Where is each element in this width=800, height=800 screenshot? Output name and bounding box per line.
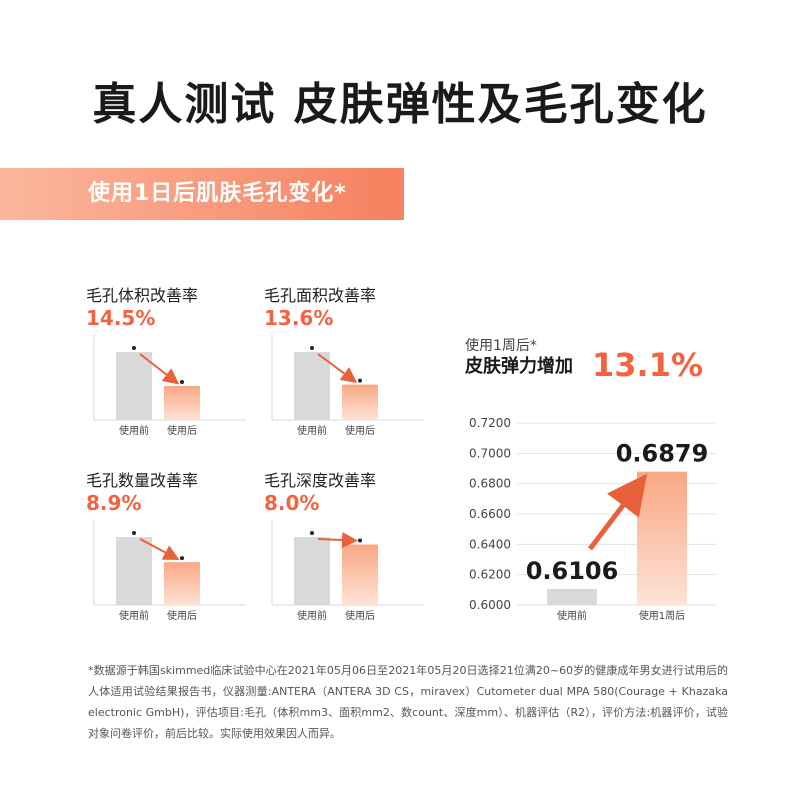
pore-depth-chart: 使用前 使用后 [271,519,424,622]
y-tick-label: 0.6800 [469,477,511,491]
x-tick-label: 使用前 [119,424,149,437]
before-bar [294,537,330,605]
panel-value: 8.9% [86,491,142,515]
y-tick-label: 0.7000 [469,446,511,460]
bar-dot [180,380,184,384]
bar-dot [358,538,362,543]
after-bar [637,471,687,605]
panel-label: 毛孔数量改善率 [86,471,199,490]
pore-count-panel: 毛孔数量改善率 8.9% 使用前 使用后 [86,467,246,637]
x-tick-label: 使用前 [297,424,327,437]
x-tick-label: 使用前 [557,609,587,622]
panel-value: 14.5% [86,306,156,330]
banner-label: 使用1日后肌肤毛孔变化* [88,181,347,206]
x-tick-label: 使用1周后 [639,609,685,622]
after-bar [342,384,378,420]
footnote: *数据源于韩国skimmed临床试验中心在2021年05月06日至2021年05… [88,664,728,740]
x-tick-label: 使用后 [167,424,197,437]
y-tick-label: 0.6600 [469,507,511,521]
before-bar [116,352,152,420]
pore-area-chart: 使用前 使用后 [271,334,424,437]
decrease-arrow [139,538,180,561]
y-tick-label: 0.6000 [469,598,511,612]
panel-label: 毛孔深度改善率 [264,471,377,490]
pore-area-panel: 毛孔面积改善率 13.6% 使用前 使用后 [264,282,424,452]
before-bar [294,352,330,420]
y-tick-label: 0.6200 [469,568,511,582]
panel-value: 13.6% [264,306,334,330]
y-tick-label: 0.6400 [469,537,511,551]
x-tick-label: 使用后 [167,609,197,622]
after-bar [164,562,200,605]
panel-value: 8.0% [264,491,320,515]
pore-count-chart: 使用前 使用后 [93,519,246,622]
x-tick-label: 使用前 [297,609,327,622]
bar-dot [132,346,136,350]
section-banner: 使用1日后肌肤毛孔变化* [0,168,404,220]
after-bar [164,386,200,420]
pore-volume-panel: 毛孔体积改善率 14.5% 使用前 使用后 [86,282,246,452]
decrease-arrow [317,353,358,384]
decrease-arrow [139,353,180,385]
x-tick-label: 使用后 [345,609,375,622]
bar-dot [358,378,362,383]
y-tick-label: 0.7200 [469,416,511,430]
data-label: 0.6106 [526,557,619,585]
page-title: 真人测试 皮肤弹性及毛孔变化 [92,79,708,130]
bar-dot [310,531,314,535]
elasticity-chart: 0.6000 0.6200 0.6400 0.6600 0.6800 0.7000 0.72… [469,416,717,622]
panel-label: 毛孔体积改善率 [86,286,199,305]
before-bar [547,588,597,605]
pore-depth-panel: 毛孔深度改善率 8.0% 使用前 使用后 [264,467,424,637]
bar-dot [132,531,136,535]
decrease-arrow [317,531,358,548]
after-bar [342,544,378,605]
elasticity-percent: 13.1% [592,346,704,384]
bar-dot [310,346,314,350]
x-tick-label: 使用后 [345,424,375,437]
data-label: 0.6879 [616,440,709,468]
before-bar [116,537,152,605]
panel-label: 毛孔面积改善率 [264,286,377,305]
elasticity-heading: 皮肤弹力增加 [465,356,573,377]
elasticity-intro: 使用1周后* [465,338,537,354]
bar-dot [180,556,184,561]
increase-arrow [588,473,648,551]
pore-volume-chart: 使用前 使用后 [93,334,246,437]
x-tick-label: 使用前 [119,609,149,622]
